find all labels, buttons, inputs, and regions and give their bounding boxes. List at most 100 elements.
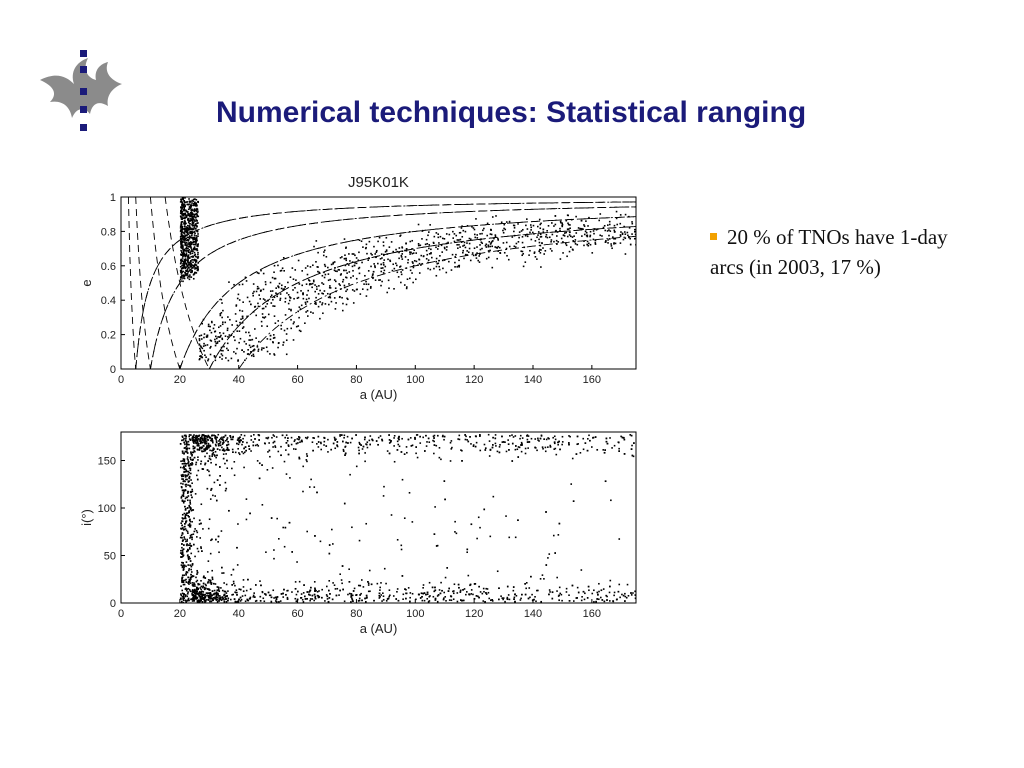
i-panel-point (210, 461, 212, 464)
e-panel-point (407, 261, 409, 264)
i-panel-point (355, 594, 357, 596)
i-panel-point (532, 599, 535, 601)
e-panel-point (324, 303, 327, 305)
e-panel-point (539, 233, 542, 236)
e-panel-point (180, 249, 182, 252)
e-panel-point (348, 283, 350, 285)
i-panel-point (447, 590, 450, 592)
e-panel-point (520, 250, 523, 253)
e-panel-point (182, 249, 185, 252)
i-panel-point (469, 583, 472, 586)
e-panel-point (179, 235, 182, 238)
i-panel-point (589, 439, 591, 442)
e-panel-point (479, 248, 482, 251)
e-panel-point (237, 360, 239, 362)
i-panel-point (557, 534, 560, 536)
e-panel-point (484, 244, 487, 247)
e-panel-point (186, 277, 189, 279)
i-panel-point (344, 454, 346, 456)
i-panel-point (182, 554, 185, 557)
e-panel-point (219, 313, 222, 315)
i-panel-point (183, 467, 185, 469)
e-panel-point (635, 224, 636, 227)
i-panel-point (314, 587, 316, 590)
i-panel-point (225, 595, 228, 597)
i-panel-point (561, 435, 564, 438)
e-panel-point (190, 243, 192, 246)
e-panel-point (334, 270, 337, 272)
e-panel-point (187, 256, 190, 258)
e-panel-point (192, 273, 195, 276)
i-panel-point (285, 449, 287, 451)
e-panel-point (405, 242, 407, 245)
e-panel-point (491, 216, 494, 218)
i-panel-point (465, 593, 467, 596)
i-panel-point (190, 464, 193, 466)
i-panel-point (199, 591, 201, 593)
e-panel-point (347, 264, 350, 266)
e-panel-point (260, 320, 263, 323)
e-panel-point (349, 260, 351, 262)
i-panel-point (603, 600, 606, 603)
e-panel-point (185, 263, 187, 265)
e-panel-point (196, 222, 198, 225)
e-panel-point (409, 240, 412, 243)
i-panel-point (220, 599, 223, 602)
e-panel-point (280, 269, 283, 272)
i-panel-point (187, 480, 190, 483)
i-panel-point (419, 435, 421, 438)
e-panel-point (483, 227, 485, 230)
e-panel-point (583, 244, 585, 247)
e-panel-point (182, 251, 185, 254)
e-panel-point (189, 251, 191, 254)
i-panel-point (183, 566, 185, 568)
i-panel-point (200, 447, 203, 450)
e-panel-point (392, 250, 395, 253)
i-panel-point (397, 437, 400, 440)
i-panel-point (193, 582, 195, 584)
e-panel-point (257, 302, 259, 305)
i-panel-point (386, 598, 389, 600)
i-panel-point (185, 561, 188, 563)
e-panel-point (635, 222, 636, 225)
e-panel-point (191, 222, 194, 225)
i-panel-point (433, 452, 435, 455)
i-panel-point (633, 442, 635, 444)
e-panel-point (259, 298, 262, 300)
e-panel-point (222, 321, 224, 324)
i-panel-point (283, 460, 286, 463)
e-panel-point (188, 236, 190, 239)
e-panel-point (372, 270, 375, 273)
i-panel-point (203, 441, 206, 444)
i-panel-point (197, 582, 199, 585)
i-panel-point (491, 446, 494, 449)
i-panel-point (190, 536, 192, 538)
i-panel-point (343, 436, 345, 439)
i-panel-point (233, 598, 236, 600)
e-panel-point (561, 223, 564, 226)
e-panel-point (569, 235, 572, 238)
i-panel-point (189, 560, 192, 562)
i-panel-point (474, 445, 477, 448)
e-panel-point (400, 254, 403, 257)
i-panel-point (252, 444, 255, 447)
e-panel-point (583, 224, 585, 226)
i-panel-point (201, 439, 203, 442)
i-panel-point (408, 491, 411, 494)
e-panel-point (631, 222, 634, 225)
i-panel-point (194, 437, 197, 439)
i-panel-point (515, 594, 518, 597)
e-panel-point (185, 216, 187, 219)
i-panel-point (346, 435, 349, 438)
e-panel-point (554, 223, 557, 226)
e-panel-point (238, 341, 240, 344)
e-panel-point (183, 249, 186, 252)
e-panel-point (233, 336, 235, 338)
e-panel-point (325, 255, 328, 258)
i-panel-point (369, 590, 371, 593)
e-panel-curve-aphelion-dashed (127, 197, 137, 369)
i-panel-point (199, 537, 202, 539)
e-panel-point (478, 255, 481, 257)
i-panel-point (200, 593, 202, 595)
i-panel-point (442, 598, 445, 601)
